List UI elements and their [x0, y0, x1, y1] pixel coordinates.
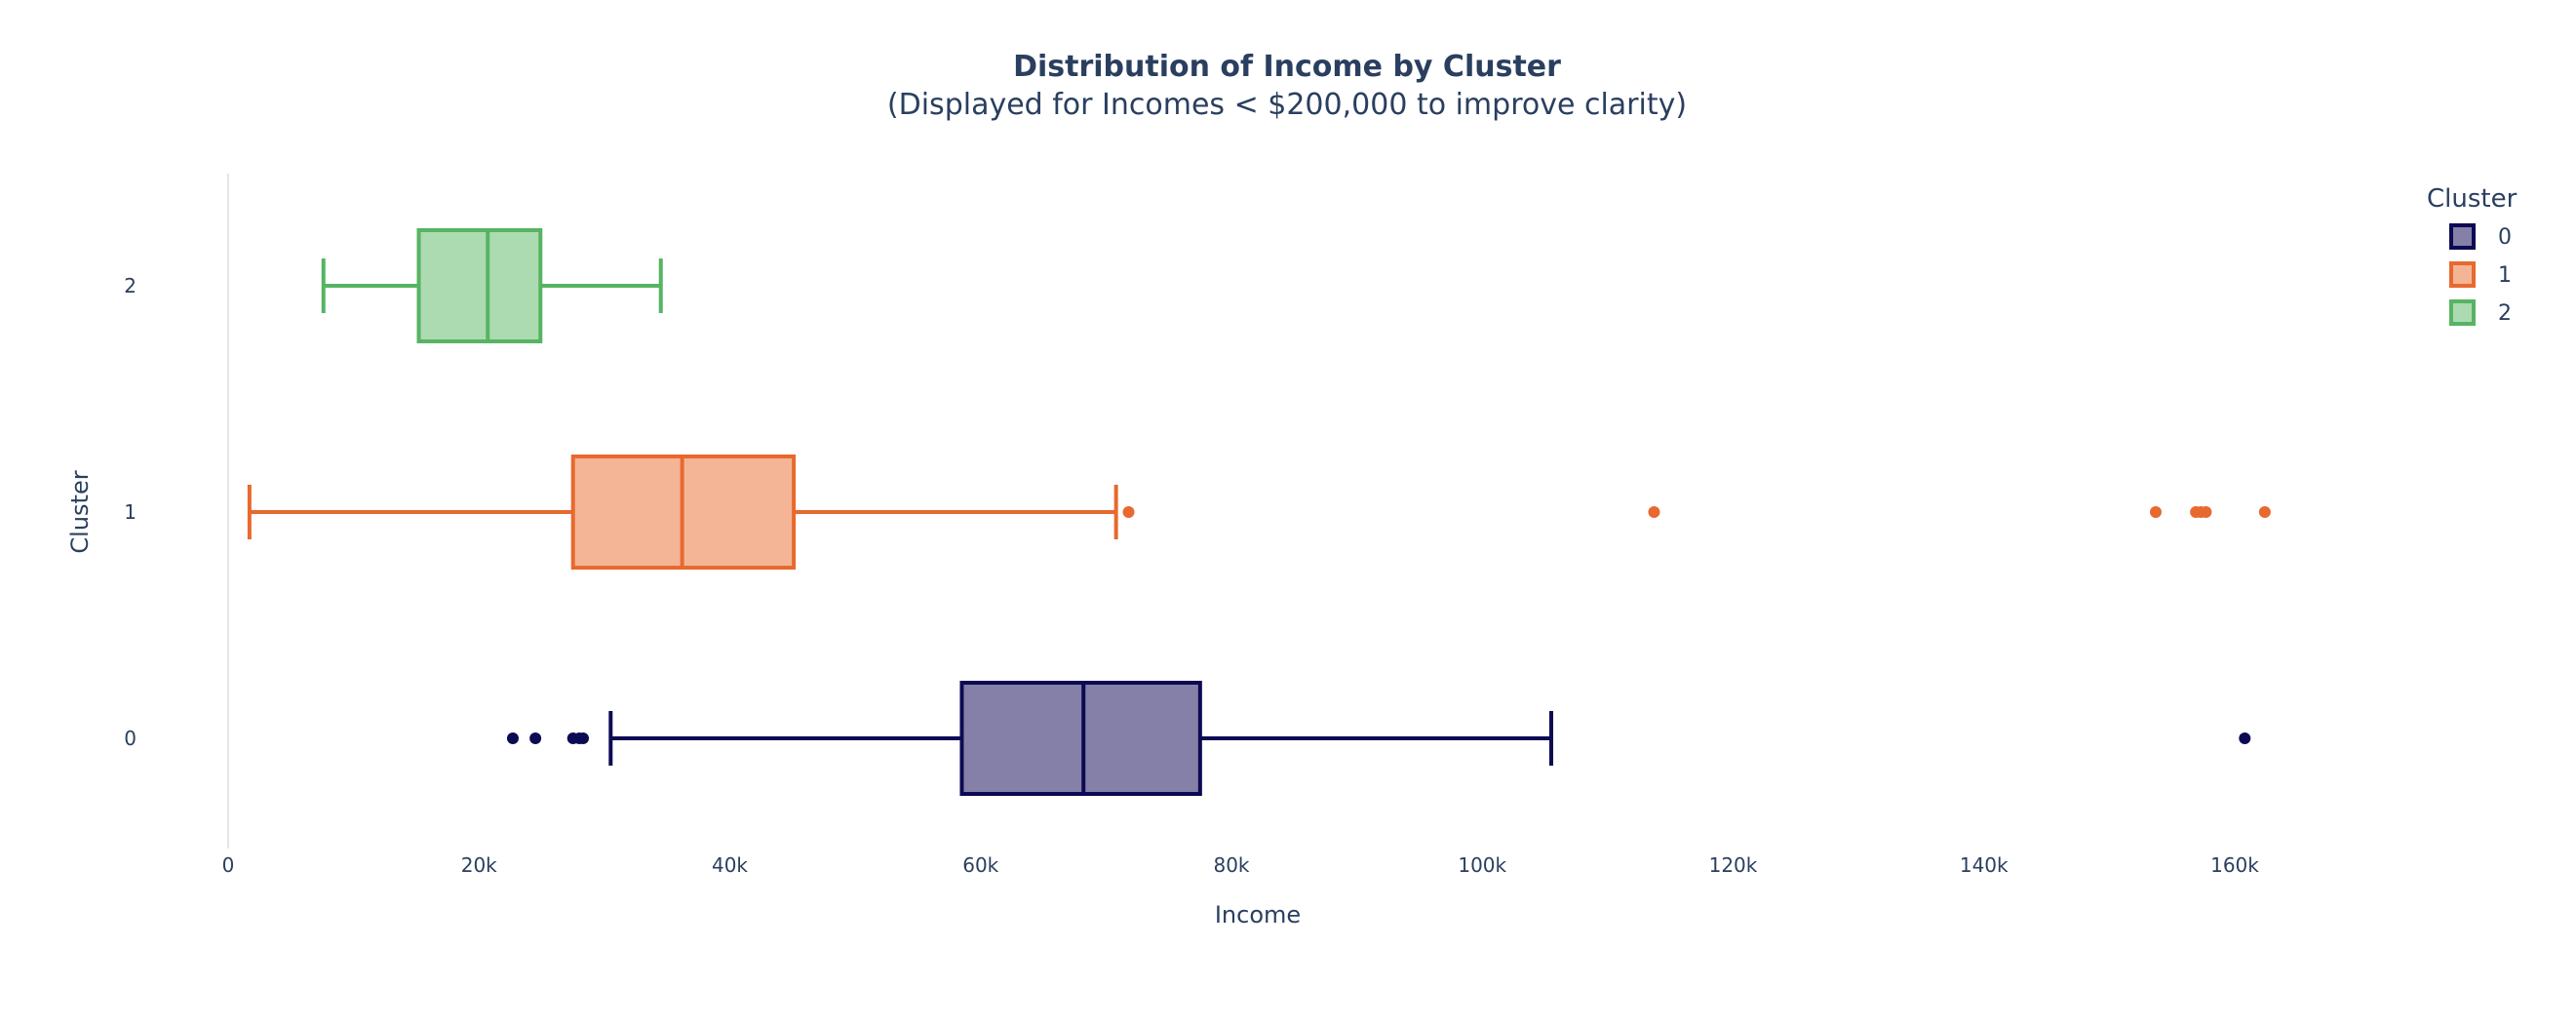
y-axis-ticks: 0 1 2	[124, 274, 137, 750]
legend-title: Cluster	[2427, 184, 2517, 214]
x-tick-label: 60k	[962, 853, 998, 877]
outlier-point	[506, 732, 519, 744]
x-tick-label: 120k	[1709, 853, 1758, 877]
x-tick-label: 100k	[1458, 853, 1506, 877]
legend-swatch-1	[2449, 261, 2476, 288]
y-axis-title: Cluster	[66, 470, 94, 553]
y-tick-label: 1	[124, 500, 137, 524]
iqr-box	[416, 228, 543, 343]
y-tick-label: 2	[124, 274, 137, 297]
x-tick-label: 40k	[712, 853, 748, 877]
legend-swatch-2	[2449, 299, 2476, 326]
legend: Cluster 0 1 2	[2427, 184, 2517, 326]
x-tick-label: 80k	[1213, 853, 1249, 877]
x-axis-title: Income	[1215, 901, 1301, 929]
x-tick-label: 0	[222, 853, 235, 877]
outlier-point	[2200, 506, 2212, 518]
x-tick-label: 20k	[461, 853, 497, 877]
box-cluster-2	[321, 228, 663, 343]
legend-label-0: 0	[2498, 225, 2512, 250]
legend-label-1: 1	[2498, 263, 2512, 288]
x-tick-label: 140k	[1960, 853, 2009, 877]
outlier-point	[2258, 506, 2271, 518]
legend-label-2: 2	[2498, 301, 2512, 326]
x-axis-ticks: 0 20k 40k 60k 80k 100k 120k 140k 160k	[222, 853, 2260, 877]
box-cluster-1	[247, 455, 2271, 570]
box-cluster-0	[506, 681, 2251, 796]
box-series	[247, 228, 2271, 796]
outlier-point	[577, 732, 590, 744]
outlier-point	[2239, 732, 2251, 744]
outlier-point	[1648, 506, 1660, 518]
outlier-point	[2149, 506, 2162, 518]
outlier-point	[1122, 506, 1135, 518]
chart-subtitle: (Displayed for Incomes < $200,000 to imp…	[887, 88, 1687, 122]
outlier-point	[529, 732, 542, 744]
chart-title: Distribution of Income by Cluster	[1013, 50, 1561, 84]
legend-swatch-0	[2449, 223, 2476, 250]
y-tick-label: 0	[124, 727, 137, 750]
x-tick-label: 160k	[2210, 853, 2259, 877]
iqr-box	[959, 681, 1202, 796]
